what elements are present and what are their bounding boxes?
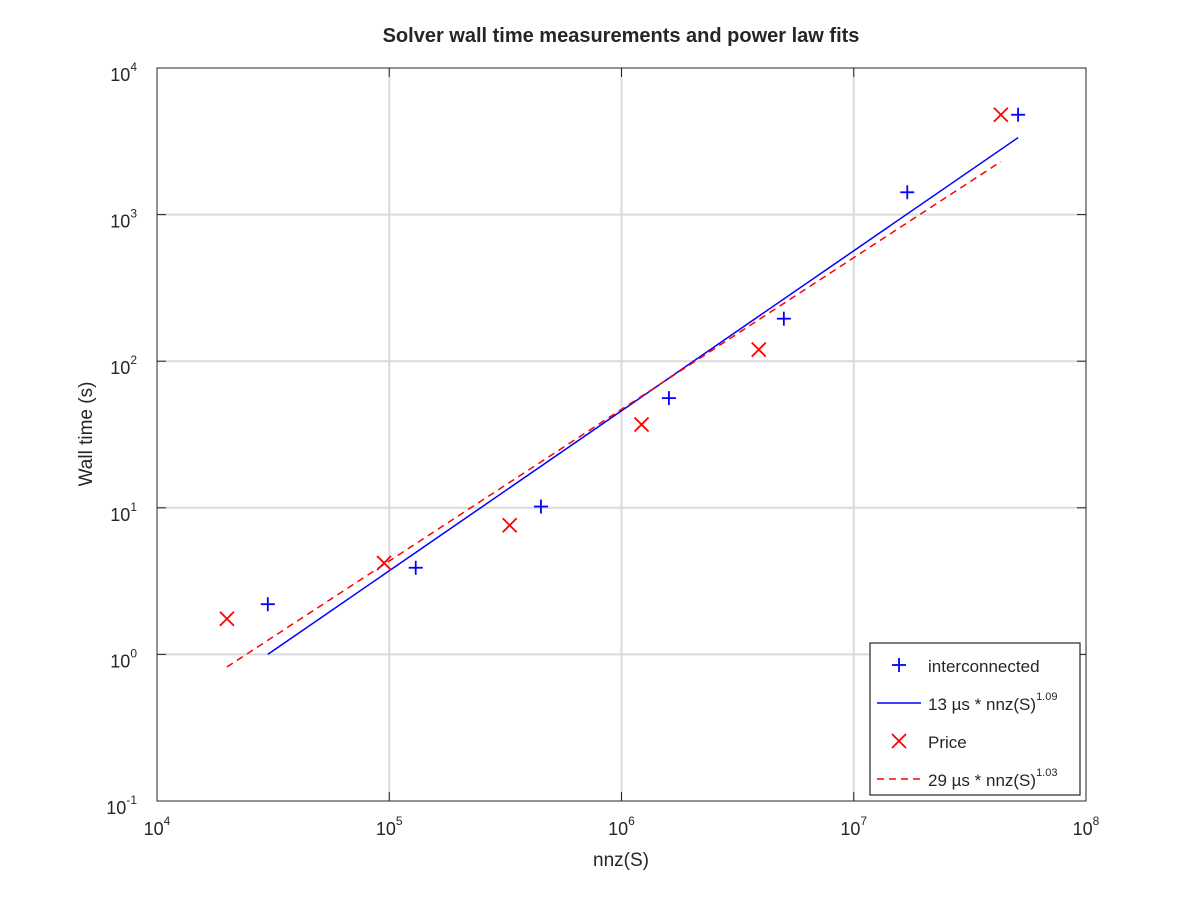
x-tick-label: 106 [608, 814, 635, 839]
legend-plus-icon [892, 658, 906, 672]
cross-data-point [376, 555, 392, 571]
plus-data-point [260, 597, 275, 612]
cross-marker-b [219, 611, 235, 627]
cross-marker-b [502, 517, 518, 533]
y-tick-label: 100 [110, 646, 137, 671]
fit-line-3 [226, 160, 1002, 668]
legend-box [869, 642, 1081, 796]
cross-data-point [502, 517, 518, 533]
x-tick-label: 107 [840, 814, 867, 839]
legend-entry-0: interconnected [892, 657, 1040, 676]
plus-data-point [533, 499, 548, 514]
legend-label: interconnected [928, 657, 1040, 676]
x-axis-label: nnz(S) [593, 850, 649, 871]
legend-entry-3: 29 µs * nnz(S)1.03 [877, 767, 1057, 790]
cross-marker-b [891, 733, 907, 749]
series-layer [219, 107, 1026, 668]
x-tick-label: 108 [1073, 814, 1100, 839]
legend-entry-2: Price [891, 733, 967, 752]
cross-marker-b [633, 416, 650, 433]
cross-data-point [633, 416, 650, 433]
x-tick-label: 104 [144, 814, 171, 839]
y-tick-label: 104 [110, 60, 137, 85]
cross-data-point [993, 107, 1009, 123]
cross-marker-b [751, 341, 767, 358]
plus-data-point [408, 560, 423, 575]
cross-marker-b [993, 107, 1009, 123]
plus-data-point [900, 185, 915, 200]
legend: interconnected 13 µs * nnz(S)1.09 Price 29 … [869, 642, 1081, 796]
y-tick-label: 101 [110, 500, 137, 525]
legend-label: Price [928, 733, 967, 752]
legend-label: 29 µs * nnz(S)1.03 [928, 767, 1057, 790]
cross-data-point [219, 611, 235, 627]
grid [157, 68, 1086, 801]
axis-ticks [156, 67, 1087, 802]
legend-cross-icon [891, 733, 907, 749]
legend-label: 13 µs * nnz(S)1.09 [928, 691, 1057, 714]
y-axis-label: Wall time (s) [76, 382, 97, 487]
y-tick-label: 102 [110, 353, 137, 378]
plus-data-point [1011, 107, 1026, 122]
legend-entry-1: 13 µs * nnz(S)1.09 [877, 691, 1057, 714]
cross-data-point [751, 341, 767, 358]
plus-data-point [776, 311, 791, 326]
cross-marker-b [376, 555, 392, 571]
x-tick-label: 105 [376, 814, 403, 839]
plus-data-point [661, 391, 676, 406]
tick-labels: 104 105 106 107 108 10-1 100 101 102 103 104 [106, 60, 1099, 839]
chart-title: Solver wall time measurements and power … [383, 25, 860, 47]
y-tick-label: 103 [110, 207, 137, 232]
y-tick-label: 10-1 [106, 793, 137, 818]
